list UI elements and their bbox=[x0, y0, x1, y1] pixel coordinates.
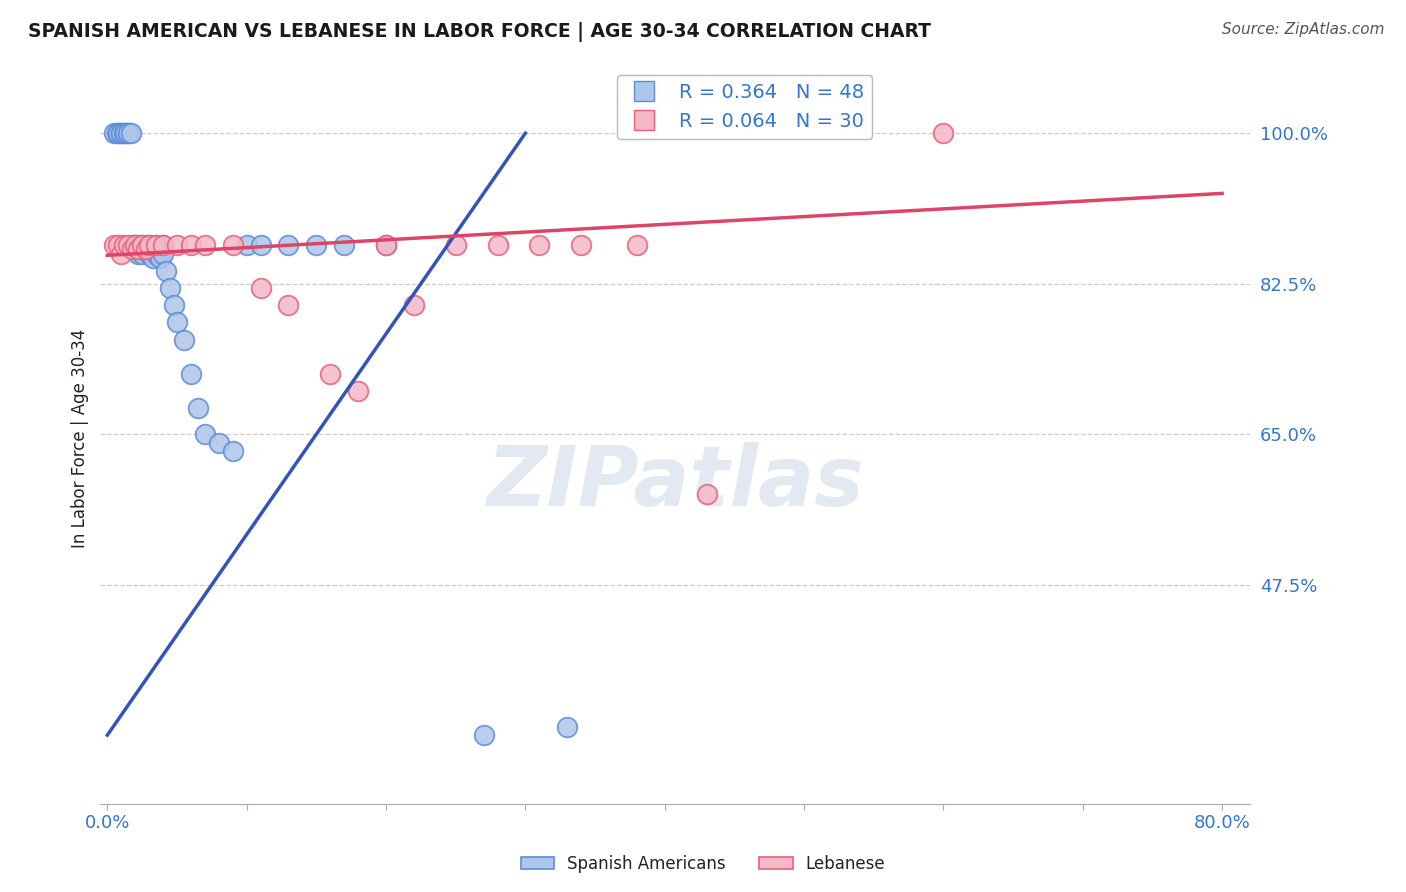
Point bbox=[120, 126, 142, 140]
Point bbox=[472, 728, 495, 742]
Point bbox=[105, 126, 128, 140]
Point bbox=[124, 238, 146, 252]
Text: Source: ZipAtlas.com: Source: ZipAtlas.com bbox=[1222, 22, 1385, 37]
Point bbox=[110, 126, 132, 140]
Point bbox=[194, 238, 217, 252]
Text: ZIPatlas: ZIPatlas bbox=[486, 442, 865, 523]
Point bbox=[402, 298, 425, 312]
Point bbox=[173, 333, 195, 347]
Point bbox=[114, 126, 136, 140]
Point bbox=[375, 238, 398, 252]
Point bbox=[149, 251, 172, 265]
Point bbox=[103, 238, 125, 252]
Point bbox=[222, 444, 245, 458]
Point bbox=[134, 242, 156, 256]
Point bbox=[148, 246, 170, 260]
Point bbox=[208, 435, 231, 450]
Point bbox=[187, 401, 209, 416]
Point bbox=[319, 367, 342, 381]
Text: SPANISH AMERICAN VS LEBANESE IN LABOR FORCE | AGE 30-34 CORRELATION CHART: SPANISH AMERICAN VS LEBANESE IN LABOR FO… bbox=[28, 22, 931, 42]
Point bbox=[347, 384, 370, 399]
Point bbox=[110, 246, 132, 260]
Point bbox=[696, 487, 718, 501]
Point bbox=[117, 126, 139, 140]
Point bbox=[152, 238, 174, 252]
Point bbox=[152, 238, 174, 252]
Point bbox=[444, 238, 467, 252]
Point bbox=[249, 238, 271, 252]
Point bbox=[152, 246, 174, 260]
Point bbox=[131, 246, 153, 260]
Point bbox=[112, 126, 135, 140]
Point bbox=[124, 238, 146, 252]
Point bbox=[277, 238, 299, 252]
Point bbox=[305, 238, 328, 252]
Point bbox=[932, 126, 955, 140]
Point bbox=[141, 242, 163, 256]
Point bbox=[145, 246, 167, 260]
Point bbox=[131, 238, 153, 252]
Point bbox=[127, 246, 149, 260]
Point bbox=[159, 281, 181, 295]
Point bbox=[107, 126, 129, 140]
Point bbox=[121, 242, 143, 256]
Point bbox=[555, 720, 578, 734]
Point bbox=[112, 238, 135, 252]
Point bbox=[117, 238, 139, 252]
Point bbox=[138, 246, 160, 260]
Point bbox=[180, 238, 202, 252]
Point bbox=[107, 238, 129, 252]
Point bbox=[529, 238, 551, 252]
Point bbox=[235, 238, 257, 252]
Point bbox=[110, 126, 132, 140]
Point bbox=[166, 238, 188, 252]
Point bbox=[222, 238, 245, 252]
Point bbox=[103, 126, 125, 140]
Point bbox=[277, 298, 299, 312]
Point bbox=[142, 251, 165, 265]
Point bbox=[128, 242, 150, 256]
Point bbox=[375, 238, 398, 252]
Point bbox=[117, 126, 139, 140]
Point bbox=[138, 238, 160, 252]
Point bbox=[131, 238, 153, 252]
Point bbox=[166, 315, 188, 329]
Point bbox=[127, 242, 149, 256]
Point bbox=[569, 238, 592, 252]
Y-axis label: In Labor Force | Age 30-34: In Labor Force | Age 30-34 bbox=[72, 329, 89, 548]
Point bbox=[135, 242, 157, 256]
Point bbox=[163, 298, 186, 312]
Point bbox=[127, 238, 149, 252]
Point bbox=[135, 238, 157, 252]
Point bbox=[124, 238, 146, 252]
Point bbox=[333, 238, 356, 252]
Point bbox=[180, 367, 202, 381]
Point bbox=[486, 238, 509, 252]
Point bbox=[138, 238, 160, 252]
Point bbox=[145, 238, 167, 252]
Legend: Spanish Americans, Lebanese: Spanish Americans, Lebanese bbox=[513, 848, 893, 880]
Point bbox=[145, 238, 167, 252]
Point bbox=[194, 427, 217, 442]
Point bbox=[155, 264, 177, 278]
Point bbox=[249, 281, 271, 295]
Point bbox=[626, 238, 648, 252]
Legend: R = 0.364   N = 48, R = 0.064   N = 30: R = 0.364 N = 48, R = 0.064 N = 30 bbox=[617, 76, 872, 138]
Point bbox=[121, 238, 143, 252]
